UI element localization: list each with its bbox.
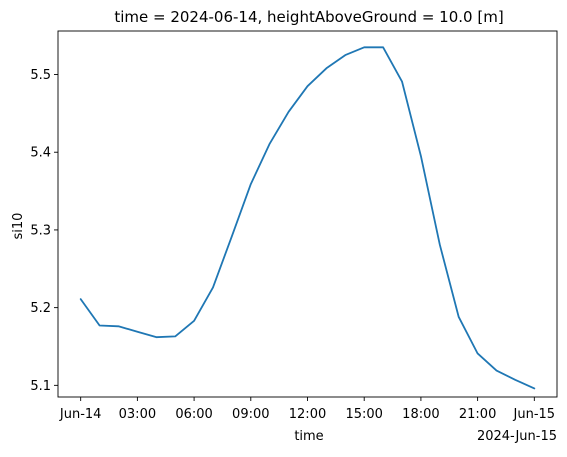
x-axis-label: time bbox=[294, 429, 323, 444]
y-axis-label: si10 bbox=[11, 213, 26, 240]
x-tick-label: 06:00 bbox=[175, 407, 212, 422]
x-axis-offset-label: 2024-Jun-15 bbox=[477, 429, 557, 444]
x-tick-label: 12:00 bbox=[289, 407, 326, 422]
y-tick-label: 5.3 bbox=[30, 223, 51, 238]
x-axis-ticks: Jun-14 03:00 06:00 09:00 12:00 15:00 18:00 21:0… bbox=[59, 397, 555, 422]
x-tick-label: 03:00 bbox=[119, 407, 156, 422]
x-tick-label: Jun-14 bbox=[59, 407, 102, 422]
x-tick-label: 18:00 bbox=[402, 407, 439, 422]
y-axis-ticks: 5.1 5.2 5.3 5.4 5.5 bbox=[30, 68, 58, 394]
x-tick-label: 09:00 bbox=[232, 407, 269, 422]
x-tick-label: 15:00 bbox=[345, 407, 382, 422]
si10-series-line bbox=[79, 46, 536, 390]
chart-title: time = 2024-06-14, heightAboveGround = 1… bbox=[114, 8, 503, 26]
axes-frame bbox=[57, 30, 558, 398]
y-tick-label: 5.4 bbox=[30, 146, 51, 161]
x-tick-label: 21:00 bbox=[459, 407, 496, 422]
x-tick-label: Jun-15 bbox=[513, 407, 556, 422]
y-tick-label: 5.1 bbox=[30, 379, 51, 394]
y-tick-label: 5.5 bbox=[30, 68, 51, 83]
y-tick-label: 5.2 bbox=[30, 301, 51, 316]
